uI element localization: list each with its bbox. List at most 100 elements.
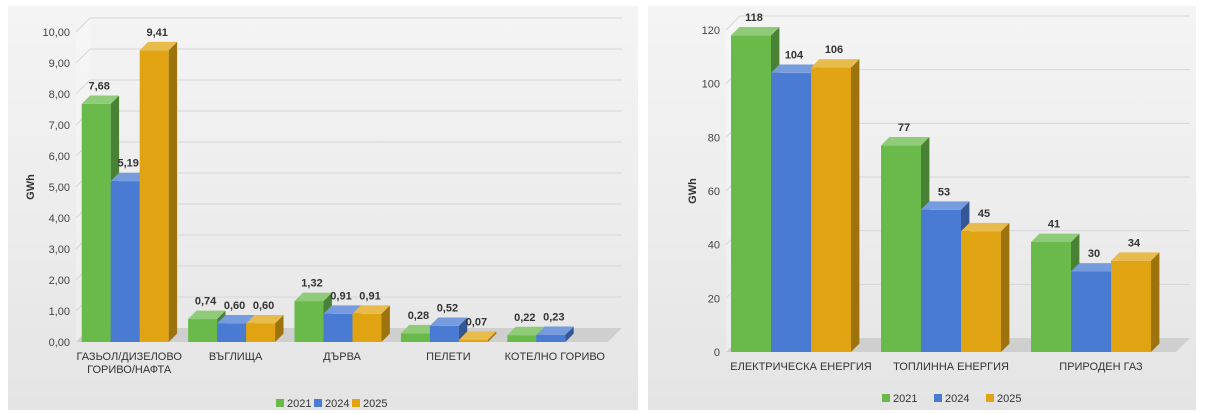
y-tick-label: 0 <box>714 347 720 359</box>
bar-side <box>168 41 178 342</box>
bar-2021-1 <box>881 136 930 352</box>
data-label: 34 <box>1128 237 1141 249</box>
data-label: 0,28 <box>408 310 429 322</box>
data-label: 7,68 <box>88 81 109 93</box>
legend-swatch <box>314 399 322 407</box>
bar-2025-0 <box>811 59 860 353</box>
bar-side <box>851 59 860 353</box>
data-label: 9,41 <box>146 27 167 39</box>
category-label: КОТЕЛНО ГОРИВО <box>505 351 606 363</box>
data-label: 45 <box>978 208 990 220</box>
legend-label: 2021 <box>893 393 917 405</box>
bar-top <box>352 305 390 314</box>
bar-2025-1 <box>246 315 284 342</box>
energy-consumption-chart-panel: 0 20 40 60 80 100 120 GWh 118 104 106 ЕЛЕКТРИЧЕСКА … <box>648 6 1196 410</box>
bar-front <box>246 323 276 342</box>
data-label: 106 <box>825 44 843 56</box>
legend-label: 2021 <box>287 398 311 410</box>
bar-front <box>771 72 811 352</box>
y-tick-label: 80 <box>708 132 720 144</box>
y-tick-label: 0,00 <box>49 337 70 349</box>
data-label: 77 <box>898 122 910 134</box>
data-label: 0,60 <box>253 300 274 312</box>
bar-2025-0 <box>139 41 178 342</box>
y-tick-label: 5,00 <box>49 182 70 194</box>
bar-2025-1 <box>961 222 1010 352</box>
y-tick-label: 60 <box>708 186 720 198</box>
y-tick-label: 7,00 <box>49 120 70 132</box>
bar-top <box>507 326 545 336</box>
bar-front <box>961 231 1001 352</box>
bar-front <box>1031 241 1071 352</box>
bar-side <box>458 317 468 342</box>
legend-swatch <box>276 399 284 407</box>
bar-top <box>458 331 497 340</box>
bar-2024-3 <box>429 317 468 342</box>
bar-2025-2 <box>352 305 390 342</box>
data-label: 0,91 <box>330 290 351 302</box>
y-tick-label: 1,00 <box>49 306 70 318</box>
bar-2025-2 <box>1111 252 1160 352</box>
bar-2024-4 <box>536 326 574 342</box>
bar-front <box>188 319 218 342</box>
data-label: 30 <box>1088 248 1100 260</box>
bar-front <box>110 181 140 342</box>
category-label: ГОРИВО/НАФТА <box>87 364 172 376</box>
bar-top <box>536 326 574 335</box>
category-label: ВЪГЛИЩА <box>209 351 263 363</box>
data-label: 0,07 <box>466 316 487 328</box>
bar-top <box>188 310 226 320</box>
gridline <box>725 15 1190 31</box>
bar-side <box>381 305 390 342</box>
bar-front <box>811 67 851 353</box>
y-tick-label: 20 <box>708 293 720 305</box>
bar-top <box>1111 252 1160 261</box>
bar-front <box>139 50 169 342</box>
data-label: 0,23 <box>543 311 564 323</box>
bar-front <box>921 209 961 352</box>
bar-side <box>487 331 497 342</box>
legend-label: 2024 <box>945 393 969 405</box>
bar-side <box>1001 222 1010 352</box>
bar-front <box>217 323 247 342</box>
bar-front <box>731 35 771 352</box>
data-label: 104 <box>785 50 804 62</box>
legend-swatch <box>934 394 942 402</box>
legend-swatch <box>882 394 890 402</box>
bar-front <box>323 313 353 342</box>
legend-swatch <box>986 394 994 402</box>
legend-label: 2025 <box>997 393 1021 405</box>
bar-front <box>429 325 459 342</box>
legend-label: 2024 <box>325 398 349 410</box>
y-axis-title: GWh <box>687 178 699 204</box>
bar-top <box>294 292 332 302</box>
bar-top <box>400 324 439 334</box>
category-label: ДЪРВА <box>323 351 361 363</box>
bar-top <box>139 41 178 51</box>
bar-top <box>921 201 970 210</box>
category-label: ПРИРОДЕН ГАЗ <box>1059 361 1143 373</box>
bar-side <box>565 326 574 342</box>
category-label: ЕЛЕКТРИЧЕСКА ЕНЕРГИЯ <box>730 361 871 373</box>
bar-top <box>429 317 468 326</box>
gridline <box>75 17 622 33</box>
category-label: ГАЗЬОЛ/ДИЗЕЛОВО <box>76 351 182 363</box>
bar-front <box>1071 271 1111 352</box>
bar-top <box>217 315 255 324</box>
bar-front <box>507 335 537 342</box>
gridline <box>75 79 622 95</box>
legend-label: 2025 <box>363 398 387 410</box>
y-tick-label: 40 <box>708 240 720 252</box>
gridline <box>75 48 622 64</box>
bar-top <box>881 136 930 146</box>
y-tick-label: 6,00 <box>49 151 70 163</box>
y-tick-label: 4,00 <box>49 213 70 225</box>
data-label: 0,60 <box>224 300 245 312</box>
bar-front <box>881 145 921 352</box>
fuel-consumption-chart-panel: 0,00 1,00 2,00 3,00 4,00 5,00 6,00 7,00 8,00 9,00… <box>8 6 638 410</box>
bar-side <box>275 315 284 342</box>
y-tick-label: 100 <box>702 79 720 91</box>
bar-2021-0 <box>731 26 780 352</box>
bar-top <box>1071 263 1120 272</box>
data-label: 1,32 <box>301 278 322 290</box>
